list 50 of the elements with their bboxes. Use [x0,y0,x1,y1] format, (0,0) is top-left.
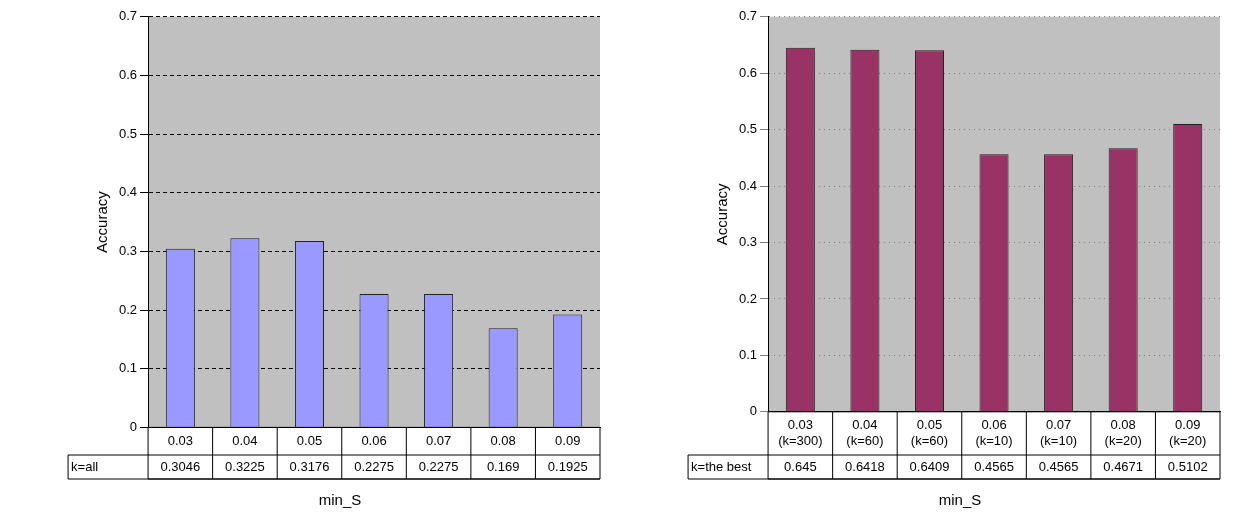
x-tick-label: 0.07 [425,432,452,448]
text: k=the best [691,458,752,474]
y-tick-label: 0.1 [118,360,138,376]
x-tick-label: 0.08 (k=20) [1104,417,1142,448]
data-label: 0.3225 [225,458,265,474]
data-label: 0.6418 [845,458,885,474]
data-label: 0.645 [784,458,817,474]
x-tick-label: 0.06 (k=10) [975,417,1013,448]
y-tick-label: 0.7 [738,8,758,24]
data-label: 0.4671 [1103,458,1144,474]
data-label: 0.169 [486,458,520,474]
x-tick-label: 0.03 (k=300) [778,417,823,448]
data-label: 0.4565 [1038,458,1079,474]
y-tick-label: 0.7 [118,8,138,24]
y-tick-label: 0.5 [738,121,758,137]
y-tick-label: 0.1 [738,346,758,362]
y-tick-label: 0.6 [118,67,138,83]
y-axis-title: Accuracy [713,182,731,246]
data-label: 0.6409 [909,458,950,474]
data-label: 0.3176 [289,458,330,474]
y-tick-label: 0.5 [118,125,138,141]
y-tick-label: 0.3 [738,234,758,250]
x-tick-label: 0.09 (k=20) [1169,417,1207,448]
x-tick-label: 0.09 [555,432,581,448]
y-tick-label: 0.6 [738,64,758,80]
x-tick-label: 0.06 [361,432,387,448]
y-tick-label: 0.3 [118,243,138,259]
text: k=all [71,458,99,474]
y-tick-label: 0.2 [738,290,758,306]
data-label: 0.3046 [160,458,201,474]
y-tick-label: 0.4 [118,184,138,200]
y-tick-label: 0 [749,403,758,419]
data-label: 0.1925 [547,458,588,474]
x-tick-label: 0.05 (k=60) [910,417,949,448]
y-axis-title: Accuracy [93,190,111,253]
x-tick-label: 0.05 [296,432,323,448]
x-tick-label: 0.03 [167,432,194,448]
x-tick-label: 0.04 [232,432,258,448]
y-tick-label: 0.4 [738,177,758,193]
data-label: 0.4565 [974,458,1014,474]
x-axis-title: min_S [937,491,983,508]
data-label: 0.5102 [1167,458,1208,474]
data-label: 0.2275 [418,458,459,474]
x-axis-title: min_S [317,491,363,508]
y-tick-label: 0 [129,418,138,434]
x-tick-label: 0.07 (k=10) [1039,417,1078,448]
data-label: 0.2275 [354,458,394,474]
y-tick-label: 0.2 [118,301,138,317]
x-tick-label: 0.08 [490,432,516,448]
x-tick-label: 0.04 (k=60) [846,417,884,448]
